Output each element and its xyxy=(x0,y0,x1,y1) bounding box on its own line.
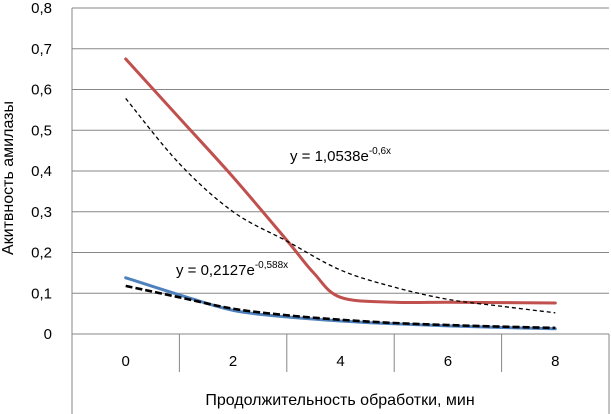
y-tick-label: 0,7 xyxy=(31,41,52,58)
x-tick-label: 4 xyxy=(336,353,344,370)
x-tick-labels: 0 2 4 6 8 xyxy=(122,353,560,370)
y-tick-label: 0,4 xyxy=(31,163,52,180)
x-tick-label: 2 xyxy=(229,353,237,370)
trendline-equation-1: y = 1,0538e-0,6x xyxy=(290,146,391,165)
y-tick-label: 0 xyxy=(44,326,52,343)
x-axis-title: Продолжительность обработки, мин xyxy=(205,392,474,409)
series-line-4 xyxy=(125,284,556,330)
trendline-equation-2-base: y = 0,2127e xyxy=(176,262,255,279)
y-tick-label: 0,2 xyxy=(31,245,52,262)
y-axis-title: Акитвность амилазы xyxy=(0,101,17,255)
y-tick-labels: 0 0,1 0,2 0,3 0,4 0,5 0,6 0,7 0,8 xyxy=(31,0,52,343)
frame-layer xyxy=(71,8,610,414)
series-line-3 xyxy=(125,98,556,314)
x-tick-label: 6 xyxy=(444,353,452,370)
trendline-equation-2-exponent: -0,588x xyxy=(255,260,288,271)
y-tick-label: 0,5 xyxy=(31,122,52,139)
y-tick-label: 0,6 xyxy=(31,82,52,99)
y-tick-label: 0,3 xyxy=(31,204,52,221)
trendline-equation-2: y = 0,2127e-0,588x xyxy=(176,260,288,279)
series-layer xyxy=(124,57,557,331)
y-tick-label: 0,1 xyxy=(31,285,52,302)
x-tick-label: 0 xyxy=(122,353,130,370)
y-tick-label: 0,8 xyxy=(31,0,52,17)
x-tick-label: 8 xyxy=(551,353,559,370)
trendline-equation-1-base: y = 1,0538e xyxy=(290,148,369,165)
trendline-equation-1-exponent: -0,6x xyxy=(369,146,391,157)
